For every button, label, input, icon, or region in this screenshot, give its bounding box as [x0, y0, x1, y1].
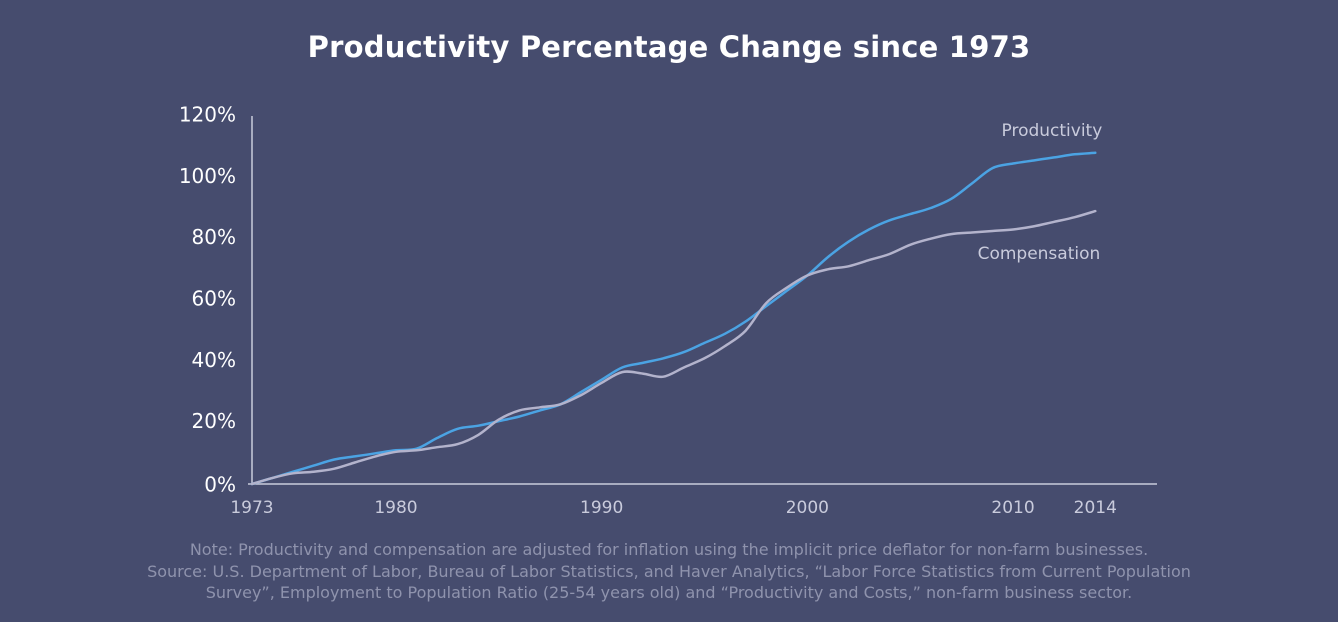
- chart-title: Productivity Percentage Change since 197…: [307, 30, 1031, 64]
- productivity-series-label: Productivity: [1002, 121, 1103, 141]
- x-tick-label: 1980: [374, 498, 417, 518]
- y-tick-label: 0%: [204, 473, 236, 497]
- x-tick-label: 2014: [1074, 498, 1117, 518]
- x-tick-label: 1973: [230, 498, 273, 518]
- y-tick-label: 120%: [179, 103, 236, 127]
- y-tick-label: 80%: [192, 225, 236, 249]
- y-tick-label: 20%: [192, 409, 236, 433]
- y-tick-label: 100%: [179, 164, 236, 188]
- compensation-line: [250, 209, 1097, 486]
- source-note: Note: Productivity and compensation are …: [0, 539, 1338, 604]
- compensation-series-label: Compensation: [978, 244, 1101, 264]
- note-line-3: Survey”, Employment to Population Ratio …: [205, 583, 1133, 602]
- y-tick-label: 60%: [192, 287, 236, 311]
- x-tick-label: 2000: [786, 498, 829, 518]
- y-tick-label: 40%: [192, 348, 236, 372]
- note-line-2: Source: U.S. Department of Labor, Bureau…: [147, 561, 1191, 581]
- line-chart: 0% 20% 40% 60% 80% 100% 120% 1973 1980 1990 2000 2…: [179, 103, 1157, 518]
- x-tick-label: 2010: [991, 498, 1034, 518]
- x-tick-label: 1990: [580, 498, 623, 518]
- note-line-1: Note: Productivity and compensation are …: [189, 540, 1149, 559]
- productivity-line: [250, 151, 1097, 486]
